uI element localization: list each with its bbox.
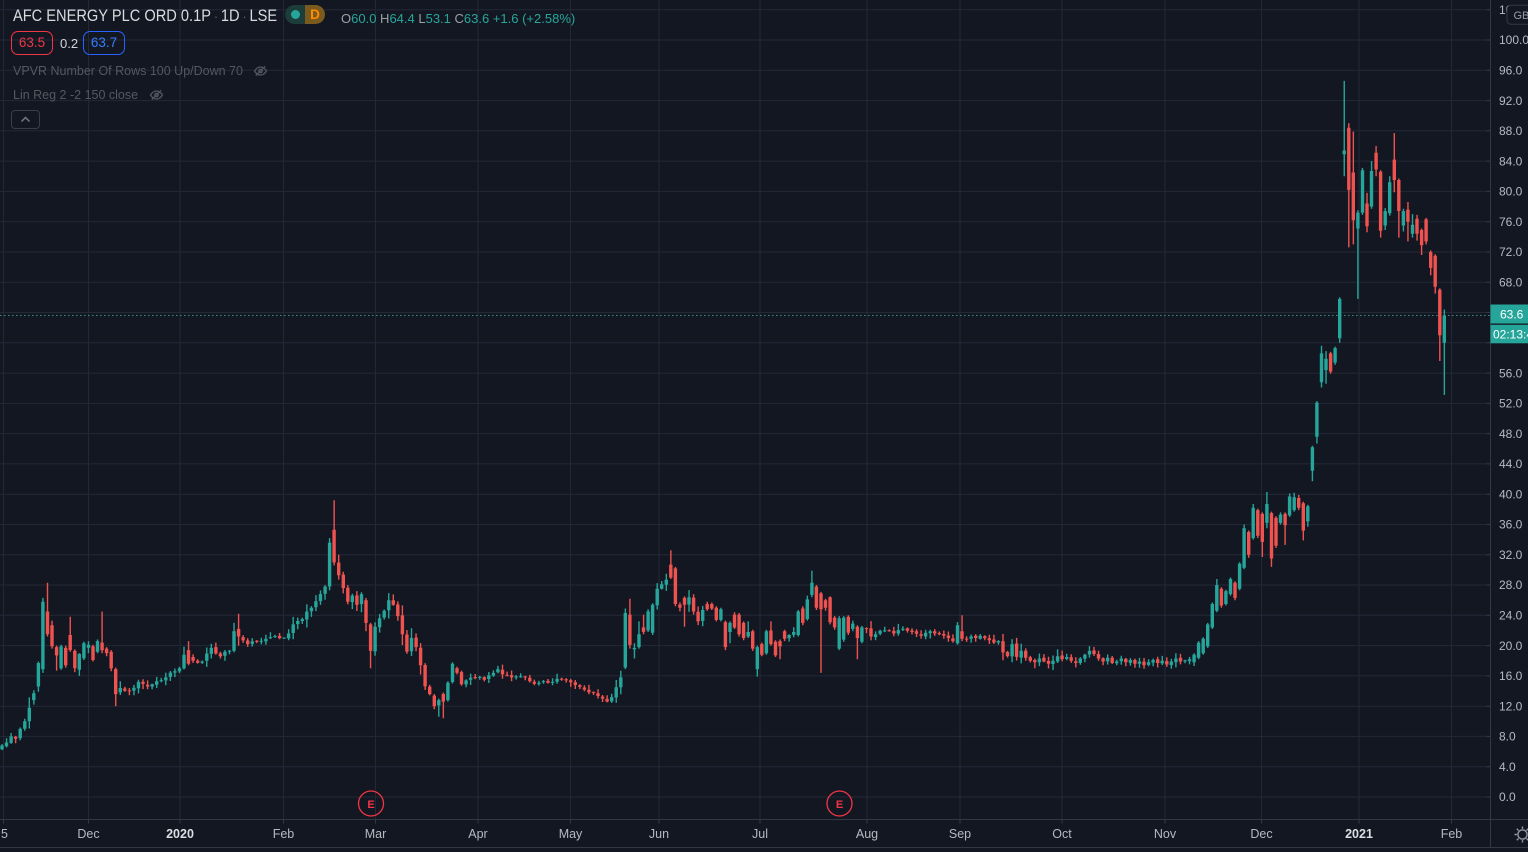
svg-text:32.0: 32.0: [1499, 548, 1523, 562]
svg-text:2021: 2021: [1345, 827, 1373, 841]
svg-text:Nov: Nov: [1154, 827, 1177, 841]
svg-text:92.0: 92.0: [1499, 94, 1523, 108]
svg-text:56.0: 56.0: [1499, 366, 1523, 380]
svg-text:Sep: Sep: [949, 827, 971, 841]
svg-text:48.0: 48.0: [1499, 427, 1523, 441]
svg-text:Dec: Dec: [1250, 827, 1272, 841]
svg-text:0.0: 0.0: [1499, 790, 1516, 804]
svg-text:20.0: 20.0: [1499, 639, 1523, 653]
svg-text:84.0: 84.0: [1499, 154, 1523, 168]
svg-text:68.0: 68.0: [1499, 275, 1523, 289]
svg-text:02:13:4: 02:13:4: [1493, 328, 1528, 342]
svg-text:72.0: 72.0: [1499, 245, 1523, 259]
svg-text:E: E: [367, 799, 374, 811]
svg-text:24.0: 24.0: [1499, 609, 1523, 623]
svg-text:76.0: 76.0: [1499, 215, 1523, 229]
svg-text:2020: 2020: [166, 827, 194, 841]
svg-text:Feb: Feb: [273, 827, 295, 841]
svg-text:Dec: Dec: [77, 827, 99, 841]
svg-text:28.0: 28.0: [1499, 578, 1523, 592]
svg-text:Aug: Aug: [856, 827, 878, 841]
svg-text:63.6: 63.6: [1500, 308, 1524, 322]
svg-text:100.0: 100.0: [1499, 33, 1528, 47]
svg-text:Jun: Jun: [649, 827, 669, 841]
svg-text:96.0: 96.0: [1499, 64, 1523, 78]
svg-text:52.0: 52.0: [1499, 397, 1523, 411]
svg-text:16.0: 16.0: [1499, 669, 1523, 683]
svg-text:Oct: Oct: [1052, 827, 1072, 841]
svg-text:E: E: [836, 799, 843, 811]
svg-text:44.0: 44.0: [1499, 457, 1523, 471]
svg-text:Jul: Jul: [752, 827, 768, 841]
svg-text:May: May: [559, 827, 583, 841]
svg-text:8.0: 8.0: [1499, 730, 1516, 744]
svg-text:36.0: 36.0: [1499, 518, 1523, 532]
svg-text:Apr: Apr: [468, 827, 487, 841]
svg-text:4.0: 4.0: [1499, 760, 1516, 774]
svg-text:Mar: Mar: [365, 827, 387, 841]
svg-text:12.0: 12.0: [1499, 699, 1523, 713]
svg-text:Feb: Feb: [1441, 827, 1463, 841]
svg-text:40.0: 40.0: [1499, 487, 1523, 501]
svg-text:5: 5: [1, 827, 8, 841]
svg-text:GBX: GBX: [1514, 10, 1528, 22]
svg-text:88.0: 88.0: [1499, 124, 1523, 138]
svg-text:80.0: 80.0: [1499, 185, 1523, 199]
